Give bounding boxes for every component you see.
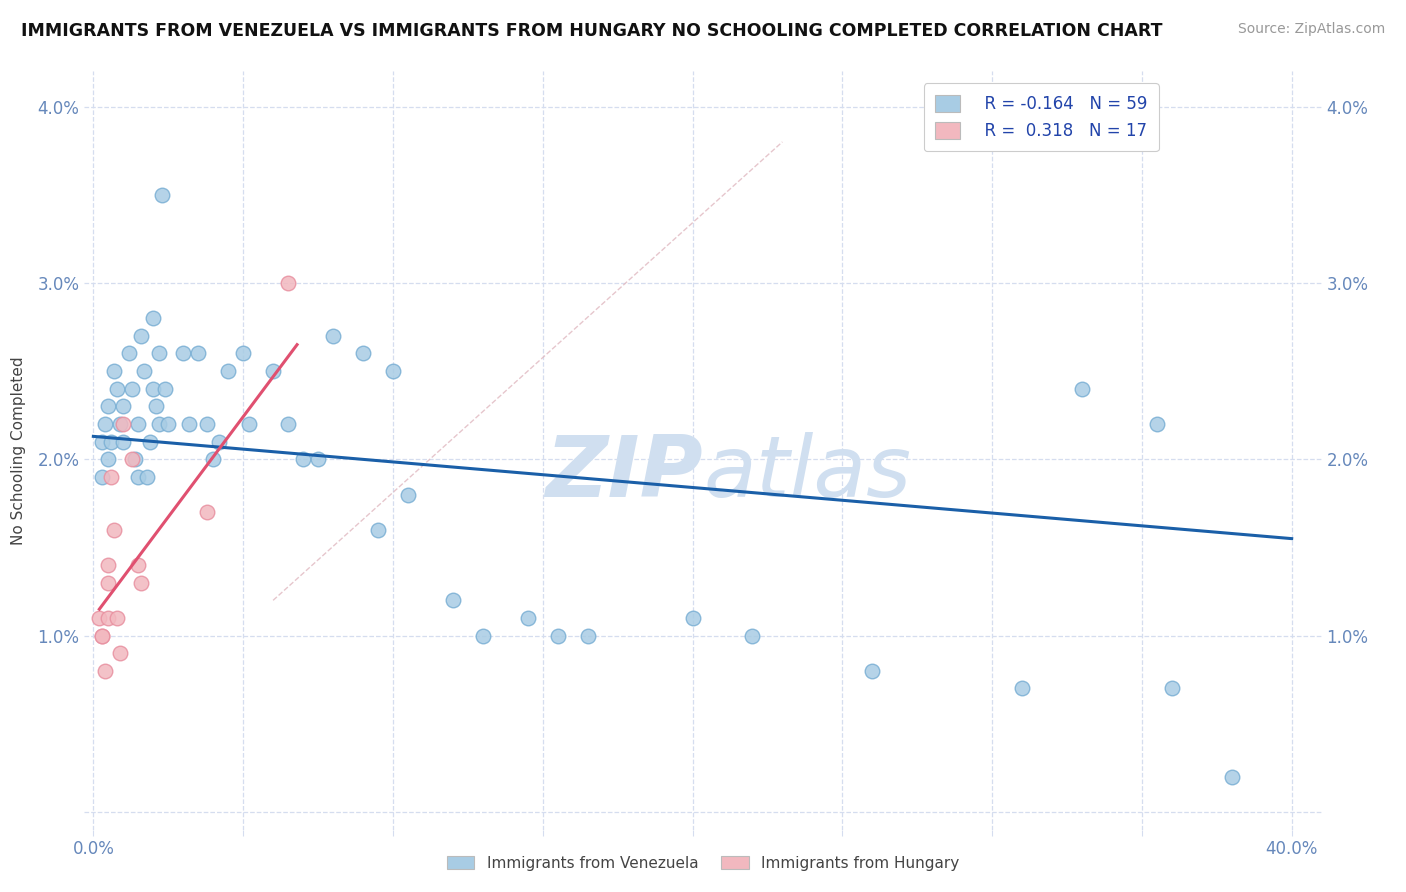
Point: [142, 382, 165, 396]
Point: [142, 311, 165, 326]
Point: [262, 364, 284, 378]
Point: [127, 470, 149, 484]
Point: [124, 452, 146, 467]
Point: [105, 382, 128, 396]
Point: [157, 417, 180, 431]
Point: [352, 346, 374, 360]
Point: [441, 593, 464, 607]
Point: [367, 523, 389, 537]
Point: [682, 611, 704, 625]
Point: [100, 434, 122, 449]
Legend:   R = -0.164   N = 59,   R =  0.318   N = 17: R = -0.164 N = 59, R = 0.318 N = 17: [924, 84, 1159, 152]
Point: [148, 417, 170, 431]
Point: [91, 629, 114, 643]
Point: [121, 382, 143, 396]
Point: [127, 417, 149, 431]
Point: [148, 346, 170, 360]
Legend: Immigrants from Venezuela, Immigrants from Hungary: Immigrants from Venezuela, Immigrants fr…: [443, 851, 963, 875]
Point: [145, 400, 167, 414]
Point: [202, 452, 225, 467]
Point: [741, 629, 763, 643]
Point: [238, 417, 260, 431]
Point: [139, 434, 162, 449]
Point: [89, 611, 111, 625]
Point: [91, 629, 114, 643]
Y-axis label: No Schooling Completed: No Schooling Completed: [11, 356, 27, 545]
Point: [396, 487, 419, 501]
Point: [110, 417, 132, 431]
Point: [97, 575, 120, 590]
Point: [547, 629, 569, 643]
Point: [94, 664, 117, 678]
Point: [103, 523, 125, 537]
Point: [118, 346, 141, 360]
Point: [1220, 770, 1243, 784]
Point: [179, 417, 201, 431]
Point: [112, 417, 135, 431]
Point: [307, 452, 329, 467]
Point: [129, 575, 152, 590]
Point: [471, 629, 494, 643]
Point: [127, 558, 149, 572]
Point: [381, 364, 404, 378]
Point: [1146, 417, 1168, 431]
Point: [277, 417, 299, 431]
Point: [860, 664, 883, 678]
Point: [134, 364, 156, 378]
Point: [1071, 382, 1094, 396]
Point: [208, 434, 231, 449]
Point: [576, 629, 599, 643]
Point: [94, 417, 117, 431]
Point: [1160, 681, 1182, 696]
Text: IMMIGRANTS FROM VENEZUELA VS IMMIGRANTS FROM HUNGARY NO SCHOOLING COMPLETED CORR: IMMIGRANTS FROM VENEZUELA VS IMMIGRANTS …: [21, 22, 1163, 40]
Point: [155, 382, 177, 396]
Point: [195, 417, 218, 431]
Point: [217, 364, 239, 378]
Point: [187, 346, 209, 360]
Point: [91, 434, 114, 449]
Point: [91, 470, 114, 484]
Point: [97, 400, 120, 414]
Point: [322, 329, 344, 343]
Point: [150, 187, 173, 202]
Point: [103, 364, 125, 378]
Text: ZIP: ZIP: [546, 432, 703, 515]
Point: [100, 470, 122, 484]
Point: [129, 329, 152, 343]
Point: [97, 452, 120, 467]
Point: [105, 611, 128, 625]
Point: [232, 346, 254, 360]
Point: [516, 611, 538, 625]
Point: [277, 276, 299, 290]
Point: [112, 434, 135, 449]
Point: [195, 505, 218, 519]
Text: atlas: atlas: [703, 432, 911, 515]
Point: [1011, 681, 1033, 696]
Point: [121, 452, 143, 467]
Point: [110, 646, 132, 660]
Point: [172, 346, 194, 360]
Point: [112, 400, 135, 414]
Point: [97, 558, 120, 572]
Point: [292, 452, 315, 467]
Point: [136, 470, 159, 484]
Text: Source: ZipAtlas.com: Source: ZipAtlas.com: [1237, 22, 1385, 37]
Point: [97, 611, 120, 625]
